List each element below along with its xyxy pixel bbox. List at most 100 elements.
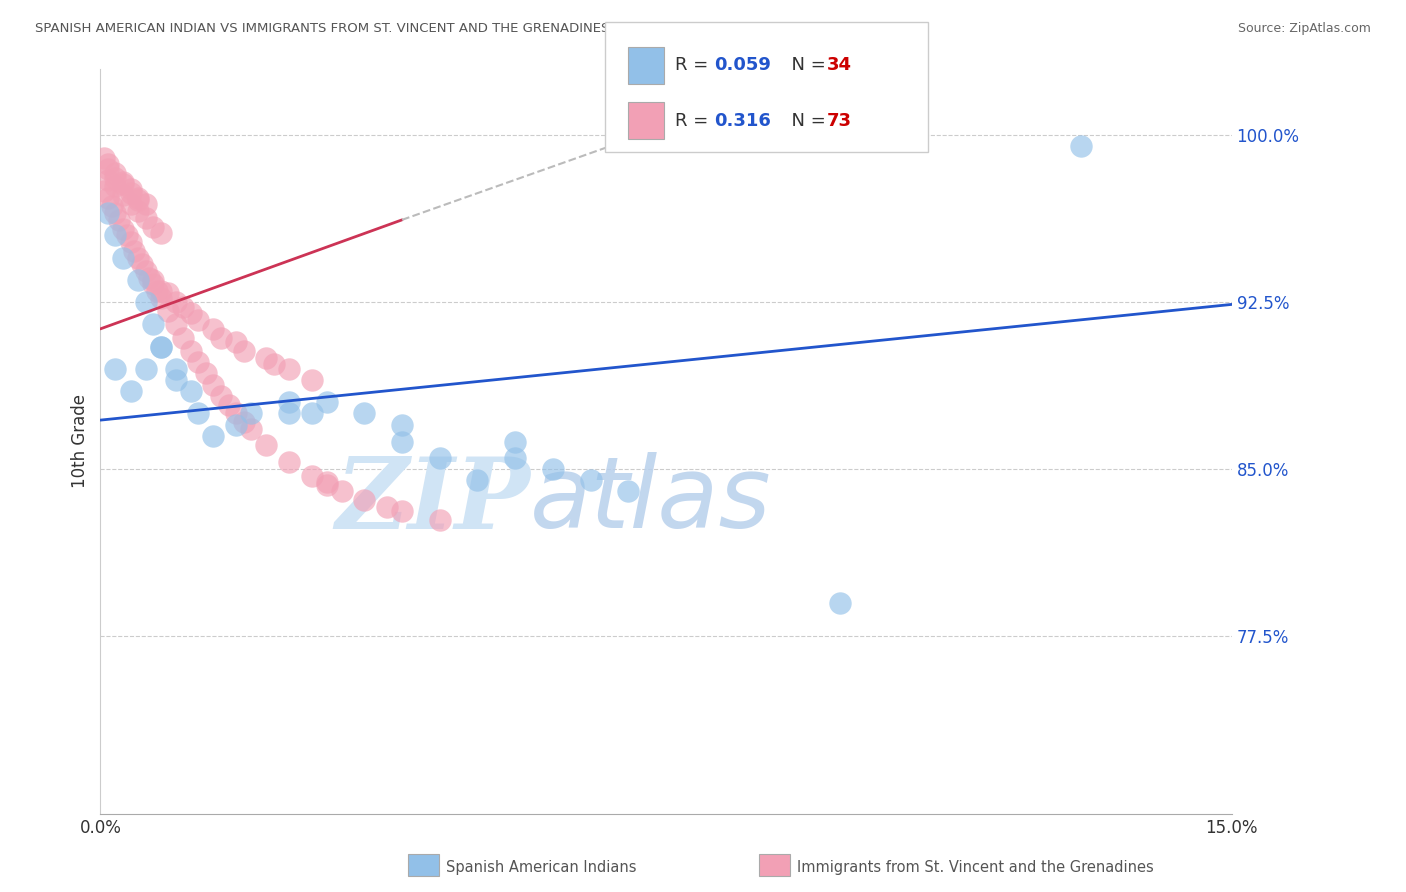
Point — [209, 389, 232, 403]
Point — [218, 398, 240, 412]
Point — [111, 175, 134, 189]
Point — [100, 199, 122, 213]
Point — [135, 197, 157, 211]
Point — [131, 257, 153, 271]
Point — [391, 417, 413, 432]
Point — [165, 295, 187, 310]
Point — [180, 306, 202, 320]
Point — [180, 344, 202, 359]
Point — [157, 286, 180, 301]
Point — [187, 407, 209, 421]
Point — [104, 166, 127, 180]
Point — [202, 428, 225, 442]
Point — [375, 500, 398, 514]
Point — [111, 188, 134, 202]
Point — [240, 422, 263, 436]
Point — [104, 228, 127, 243]
Point — [97, 157, 120, 171]
Point — [187, 355, 209, 369]
Point — [277, 455, 299, 469]
Point — [187, 313, 209, 327]
Point — [93, 151, 115, 165]
Point — [277, 362, 299, 376]
Point — [104, 206, 127, 220]
Point — [135, 211, 157, 225]
Text: Immigrants from St. Vincent and the Grenadines: Immigrants from St. Vincent and the Gren… — [797, 860, 1154, 874]
Point — [146, 284, 169, 298]
Point — [301, 407, 323, 421]
Text: atlas: atlas — [530, 452, 772, 549]
Point — [828, 596, 851, 610]
Point — [172, 331, 194, 345]
Point — [391, 435, 413, 450]
Point — [172, 300, 194, 314]
Text: ZIP: ZIP — [335, 452, 530, 549]
Point — [353, 407, 375, 421]
Point — [165, 373, 187, 387]
Point — [142, 273, 165, 287]
Point — [127, 193, 149, 207]
Point — [202, 377, 225, 392]
Point — [277, 407, 299, 421]
Point — [165, 318, 187, 332]
Point — [127, 251, 149, 265]
Point — [115, 228, 138, 243]
Text: N =: N = — [780, 56, 832, 74]
Point — [503, 435, 526, 450]
Point — [149, 340, 172, 354]
Point — [579, 473, 602, 487]
Point — [149, 291, 172, 305]
Point — [120, 235, 142, 249]
Point — [315, 477, 337, 491]
Text: R =: R = — [675, 56, 714, 74]
Text: 0.059: 0.059 — [714, 56, 770, 74]
Point — [157, 304, 180, 318]
Point — [149, 284, 172, 298]
Point — [1070, 139, 1092, 153]
Point — [120, 182, 142, 196]
Point — [149, 340, 172, 354]
Point — [225, 407, 247, 421]
Point — [225, 335, 247, 350]
Text: 0.316: 0.316 — [714, 112, 770, 129]
Point — [194, 367, 217, 381]
Text: Source: ZipAtlas.com: Source: ZipAtlas.com — [1237, 22, 1371, 36]
Point — [138, 270, 160, 285]
Text: N =: N = — [780, 112, 832, 129]
Point — [142, 277, 165, 292]
Text: SPANISH AMERICAN INDIAN VS IMMIGRANTS FROM ST. VINCENT AND THE GRENADINES 10TH G: SPANISH AMERICAN INDIAN VS IMMIGRANTS FR… — [35, 22, 846, 36]
Point — [225, 417, 247, 432]
Point — [93, 184, 115, 198]
Point — [180, 384, 202, 399]
Point — [142, 219, 165, 234]
Point — [127, 203, 149, 218]
Point — [97, 191, 120, 205]
Point — [120, 186, 142, 201]
Point — [111, 221, 134, 235]
Text: Spanish American Indians: Spanish American Indians — [446, 860, 636, 874]
Point — [108, 212, 131, 227]
Point — [263, 358, 285, 372]
Point — [209, 331, 232, 345]
Point — [135, 362, 157, 376]
Y-axis label: 10th Grade: 10th Grade — [72, 394, 89, 488]
Point — [254, 351, 277, 365]
Point — [97, 206, 120, 220]
Point — [111, 178, 134, 192]
Point — [127, 273, 149, 287]
Point — [127, 191, 149, 205]
Text: 34: 34 — [827, 56, 852, 74]
Point — [353, 493, 375, 508]
Point — [254, 437, 277, 451]
Point — [124, 244, 146, 258]
Point — [391, 504, 413, 518]
Point — [503, 450, 526, 465]
Point — [240, 407, 263, 421]
Point — [301, 373, 323, 387]
Point — [315, 395, 337, 409]
Point — [277, 395, 299, 409]
Point — [135, 264, 157, 278]
Point — [97, 173, 120, 187]
Point — [330, 484, 353, 499]
Point — [165, 362, 187, 376]
